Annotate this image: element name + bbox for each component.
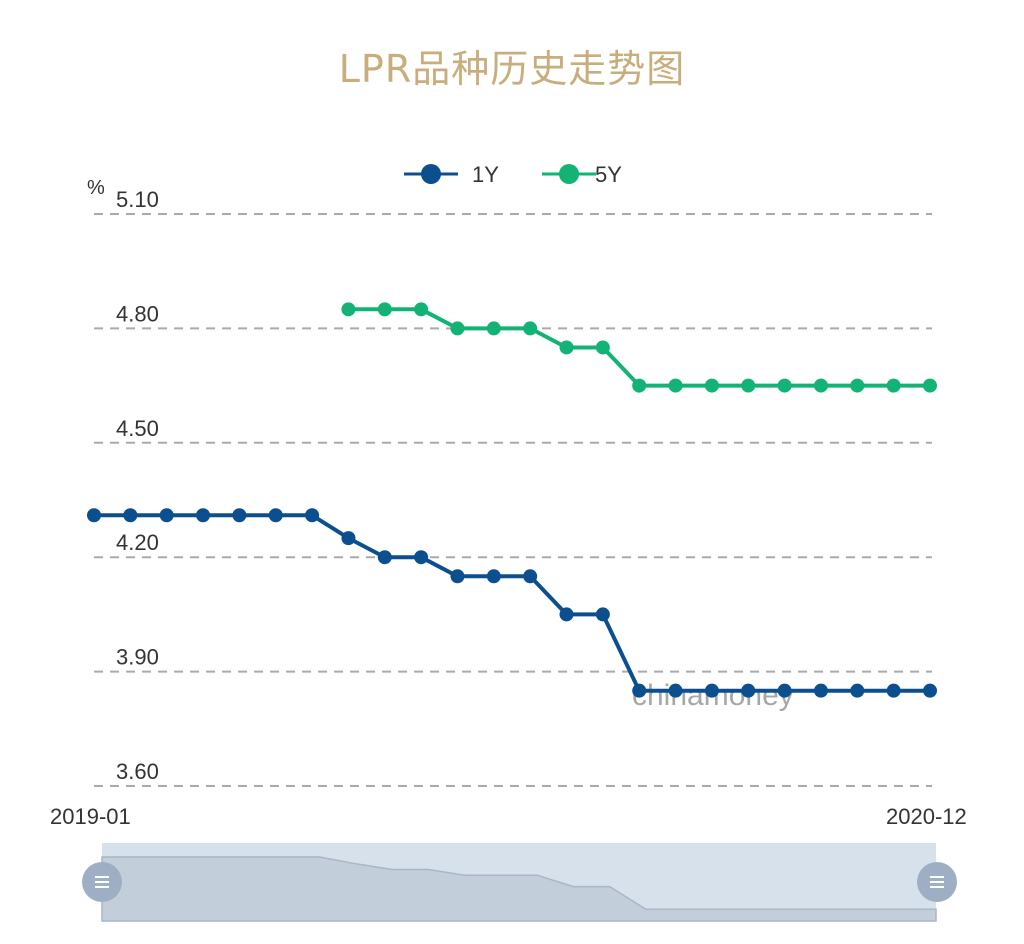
data-point-1y[interactable] <box>87 508 101 523</box>
data-point-5y[interactable] <box>559 340 574 355</box>
data-point-1y[interactable] <box>777 683 792 698</box>
data-point-5y[interactable] <box>668 378 683 393</box>
data-point-5y[interactable] <box>414 302 429 317</box>
chart-title: LPR品种历史走势图 <box>338 47 686 91</box>
data-point-1y[interactable] <box>486 569 501 584</box>
data-point-1y[interactable] <box>886 683 901 698</box>
data-point-5y[interactable] <box>486 321 501 336</box>
y-tick-label: 3.60 <box>116 759 159 784</box>
data-point-5y[interactable] <box>777 378 792 393</box>
data-point-1y[interactable] <box>341 531 356 546</box>
y-tick-label: 4.20 <box>116 530 159 555</box>
legend[interactable]: 1Y 5Y <box>404 162 622 187</box>
y-tick-label: 4.80 <box>116 301 159 326</box>
data-point-1y[interactable] <box>741 683 756 698</box>
data-point-1y[interactable] <box>159 508 174 523</box>
data-point-1y[interactable] <box>632 683 647 698</box>
y-tick-label: 4.50 <box>116 416 159 441</box>
data-point-5y[interactable] <box>704 378 719 393</box>
data-point-5y[interactable] <box>341 302 356 317</box>
legend-item-5y[interactable]: 5Y <box>542 162 622 187</box>
data-zoom-slider[interactable] <box>82 843 957 922</box>
series-5y <box>341 302 937 393</box>
data-point-1y[interactable] <box>850 683 865 698</box>
data-point-1y[interactable] <box>595 607 610 622</box>
data-point-1y[interactable] <box>305 508 320 523</box>
data-point-5y[interactable] <box>850 378 865 393</box>
data-point-1y[interactable] <box>232 508 247 523</box>
data-point-5y[interactable] <box>523 321 538 336</box>
series-1y <box>87 508 937 698</box>
legend-item-1y[interactable]: 1Y <box>404 162 499 187</box>
y-tick-label: 3.90 <box>116 645 159 670</box>
data-point-1y[interactable] <box>559 607 574 622</box>
data-point-1y[interactable] <box>414 550 429 565</box>
y-tick-label: 5.10 <box>116 187 159 212</box>
data-point-1y[interactable] <box>668 683 683 698</box>
y-axis-unit: % <box>87 177 105 199</box>
y-axis-ticks: 5.10 4.80 4.50 4.20 3.90 3.60 <box>116 187 159 784</box>
x-axis-start-label: 2019-01 <box>50 804 131 829</box>
data-point-1y[interactable] <box>196 508 211 523</box>
data-point-1y[interactable] <box>523 569 538 584</box>
series-line-5y <box>348 307 930 388</box>
data-point-5y[interactable] <box>923 378 937 393</box>
slider-preview-area <box>101 856 937 922</box>
grid-lines <box>94 213 932 787</box>
slider-handle-right[interactable] <box>917 862 957 902</box>
data-point-1y[interactable] <box>450 569 465 584</box>
data-point-5y[interactable] <box>450 321 465 336</box>
legend-label-1y: 1Y <box>472 162 499 187</box>
data-point-1y[interactable] <box>813 683 828 698</box>
data-point-1y[interactable] <box>377 550 392 565</box>
legend-label-5y: 5Y <box>595 162 622 187</box>
series-line-1y <box>94 513 930 693</box>
x-axis-end-label: 2020-12 <box>886 804 967 829</box>
data-point-1y[interactable] <box>123 508 138 523</box>
slider-handle-left[interactable] <box>82 862 122 902</box>
data-point-1y[interactable] <box>704 683 719 698</box>
data-point-5y[interactable] <box>741 378 756 393</box>
data-point-5y[interactable] <box>595 340 610 355</box>
series-layer <box>87 302 937 698</box>
data-point-5y[interactable] <box>632 378 647 393</box>
data-point-5y[interactable] <box>377 302 392 317</box>
data-point-5y[interactable] <box>886 378 901 393</box>
data-point-1y[interactable] <box>268 508 283 523</box>
data-point-5y[interactable] <box>813 378 828 393</box>
data-point-1y[interactable] <box>923 683 937 698</box>
